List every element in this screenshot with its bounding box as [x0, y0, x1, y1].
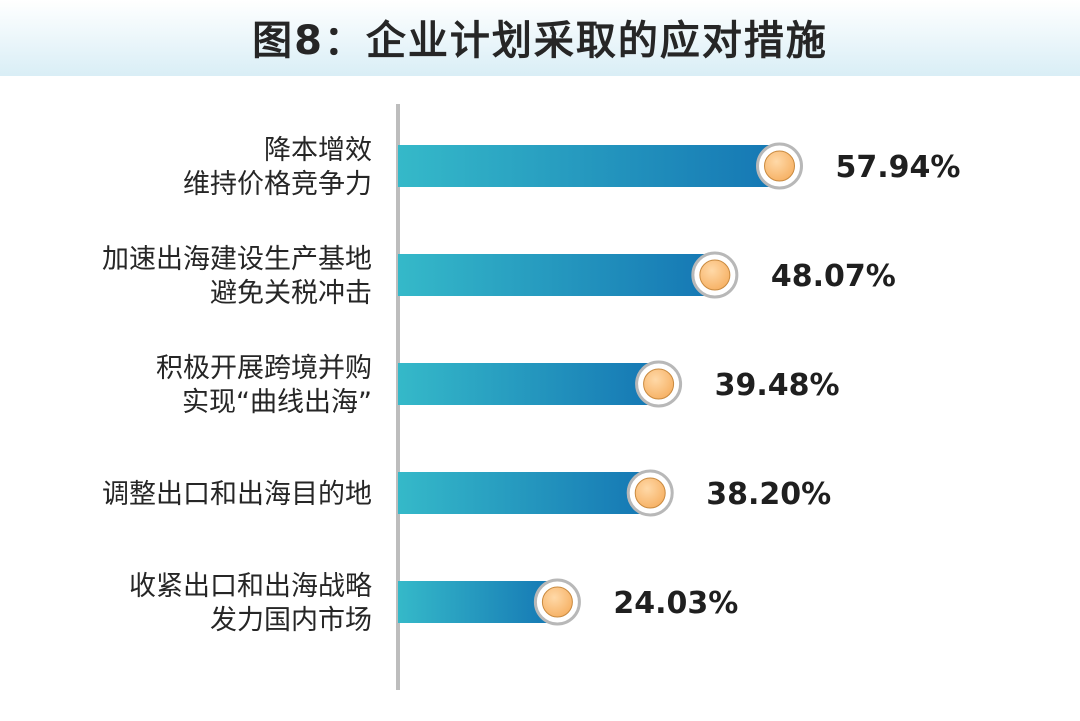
value-label: 39.48% [715, 368, 840, 403]
category-label: 降本增效 [264, 135, 372, 166]
category-label: 积极开展跨境并购 [156, 353, 372, 384]
category-label: 避免关税冲击 [210, 278, 372, 309]
category-label: 加速出海建设生产基地 [102, 244, 372, 275]
category-label: 维持价格竞争力 [183, 169, 372, 200]
bar-end-marker [643, 368, 675, 400]
chart-title: 图8：企业计划采取的应对措施 [252, 18, 828, 64]
bar-end-marker [541, 586, 573, 618]
value-label: 57.94% [836, 150, 961, 185]
bar [398, 363, 657, 405]
category-label: 调整出口和出海目的地 [102, 479, 372, 510]
bar [398, 581, 556, 623]
bar-end-marker [764, 150, 796, 182]
title-band [0, 0, 1080, 76]
value-label: 38.20% [706, 477, 831, 512]
category-label: 收紧出口和出海战略 [129, 571, 372, 602]
bar [398, 254, 713, 296]
value-label: 48.07% [771, 259, 896, 294]
bar-end-marker [634, 477, 666, 509]
bar [398, 145, 778, 187]
bar-end-marker [699, 259, 731, 291]
value-label: 24.03% [613, 586, 738, 621]
bar [398, 472, 649, 514]
category-label: 发力国内市场 [210, 605, 372, 636]
category-label: 实现“曲线出海” [182, 387, 372, 418]
